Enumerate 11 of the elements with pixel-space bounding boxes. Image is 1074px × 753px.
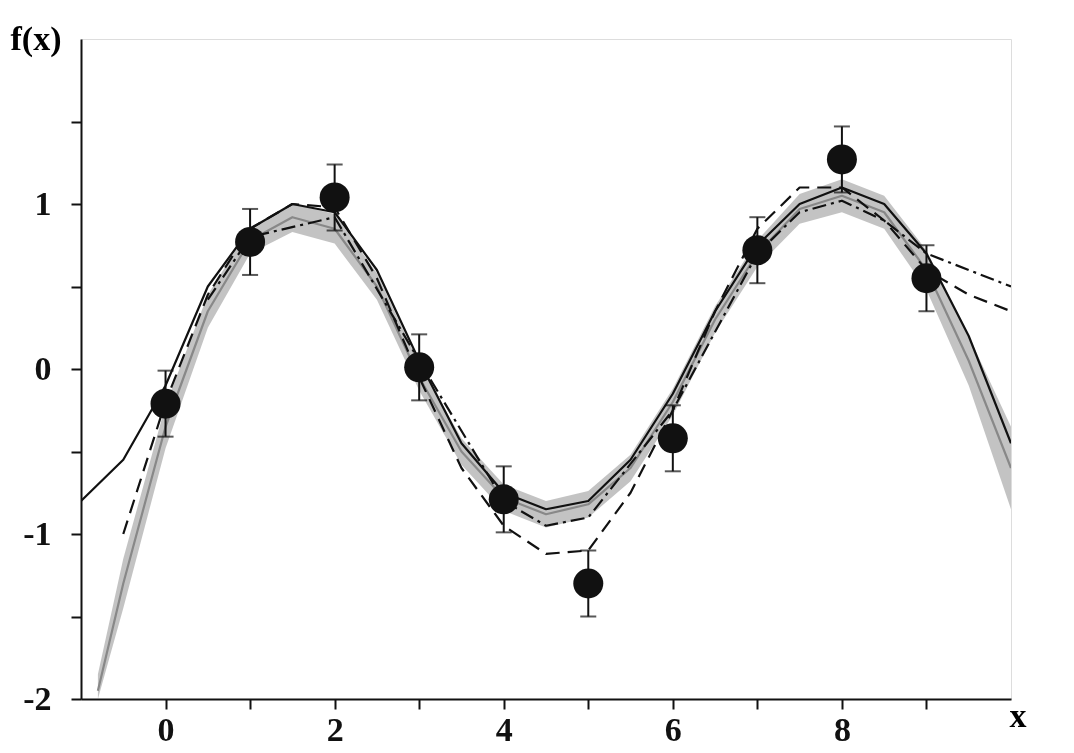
y-tick-label: -2: [23, 679, 52, 717]
y-tick-label: 0: [34, 349, 52, 387]
x-tick-label: 8: [833, 710, 851, 748]
y-tick-label: 1: [34, 184, 52, 222]
y-tick-label: -1: [23, 514, 52, 552]
x-tick-label: 4: [495, 710, 513, 748]
x-axis-title: x: [1009, 696, 1027, 734]
x-tick-label: 0: [157, 710, 175, 748]
x-tick-label: 2: [326, 710, 344, 748]
x-tick-label: 6: [664, 710, 682, 748]
y-axis-title: f(x): [10, 19, 62, 58]
